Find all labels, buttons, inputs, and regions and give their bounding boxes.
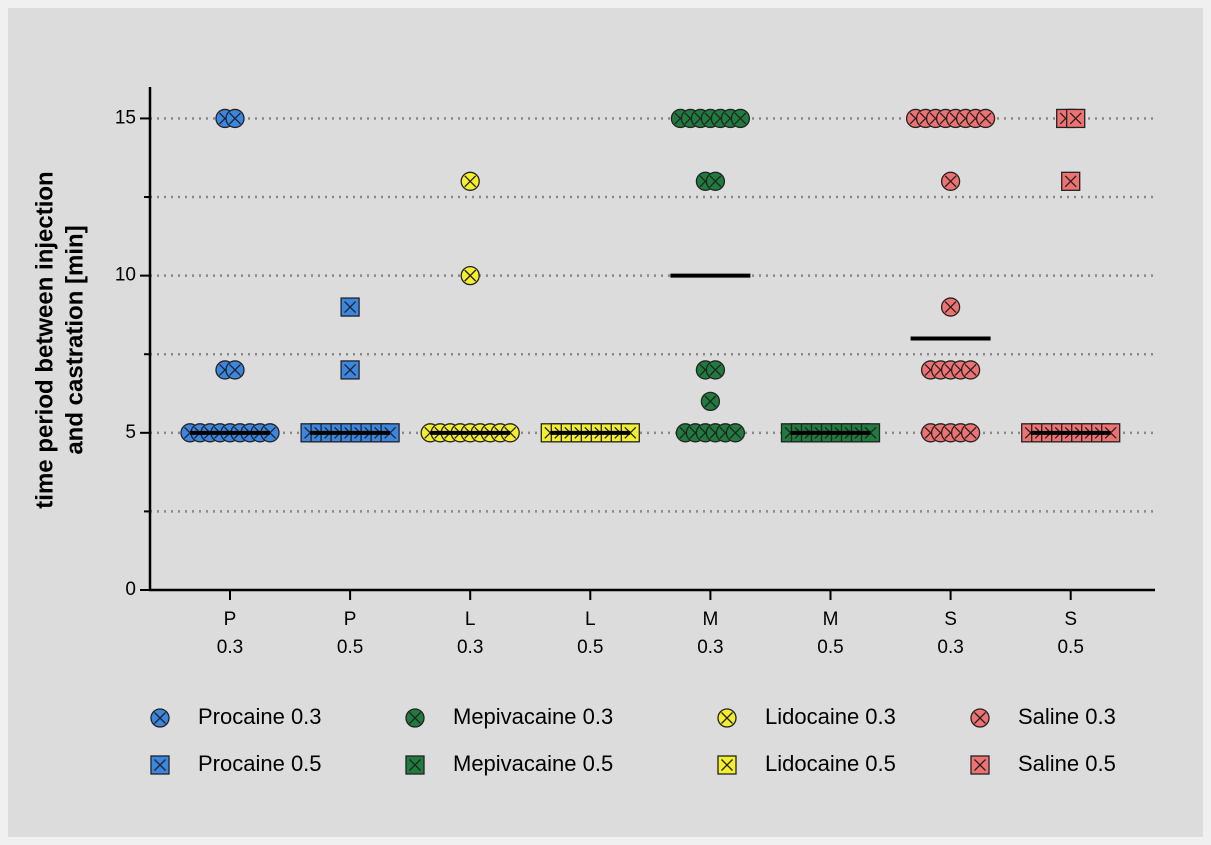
marker-cross	[729, 426, 742, 439]
x-tick-label: S	[944, 609, 957, 630]
point	[340, 297, 360, 317]
marker-cross	[704, 395, 717, 408]
point	[1066, 108, 1086, 129]
point	[705, 360, 726, 380]
marker-cross	[229, 363, 241, 376]
y-axis-label: time period between injection	[31, 171, 58, 508]
x-tick-label: 0.3	[697, 637, 723, 658]
x-tick-label: 0.5	[1057, 637, 1083, 658]
x-tick-label: 0.3	[217, 637, 243, 658]
x-tick-label: L	[465, 609, 476, 630]
marker-cross	[709, 175, 722, 188]
legend-label: Procaine 0.5	[198, 751, 322, 776]
y-tick-label: 10	[115, 265, 136, 286]
legend-marker	[150, 708, 170, 728]
marker-cross	[974, 759, 986, 771]
legend-label: Saline 0.5	[1018, 751, 1116, 776]
legend-label: Lidocaine 0.3	[765, 704, 896, 729]
marker-cross	[154, 759, 166, 771]
marker-cross	[229, 112, 241, 125]
marker-cross	[464, 269, 477, 282]
y-tick-label: 15	[115, 107, 136, 128]
marker-cross	[409, 712, 421, 724]
x-tick-label: P	[344, 609, 357, 630]
marker-cross	[709, 363, 722, 376]
legend-label: Procaine 0.3	[198, 704, 322, 729]
x-tick-label: S	[1064, 609, 1077, 630]
y-tick-label: 5	[125, 422, 136, 443]
legend-label: Saline 0.3	[1018, 704, 1116, 729]
marker-cross	[944, 175, 957, 188]
legend-label: Mepivacaine 0.5	[453, 751, 613, 776]
marker-cross	[964, 363, 977, 376]
point	[725, 423, 746, 443]
x-tick-label: 0.3	[937, 637, 963, 658]
marker-cross	[964, 426, 977, 439]
point	[730, 108, 751, 129]
x-tick-label: 0.3	[457, 637, 483, 658]
x-tick-label: 0.5	[817, 637, 843, 658]
legend-marker	[970, 755, 990, 775]
x-tick-label: P	[224, 609, 237, 630]
x-tick-label: L	[585, 609, 596, 630]
point	[705, 171, 726, 191]
point	[460, 171, 480, 191]
legend-marker	[405, 708, 425, 728]
point	[960, 360, 981, 380]
point	[1061, 171, 1081, 191]
legend-marker	[717, 708, 737, 728]
point	[940, 297, 961, 317]
legend-label: Mepivacaine 0.3	[453, 704, 613, 729]
marker-cross	[721, 712, 733, 724]
marker-cross	[734, 112, 747, 125]
point	[940, 171, 961, 191]
legend-marker	[970, 708, 990, 728]
legend-marker	[405, 755, 425, 775]
background	[8, 8, 1203, 837]
point	[225, 360, 245, 380]
point	[700, 391, 721, 412]
legend-marker	[150, 755, 170, 775]
y-axis-label: and castration [min]	[61, 225, 88, 454]
marker-cross	[344, 301, 357, 314]
marker-cross	[464, 175, 477, 188]
marker-cross	[944, 301, 957, 314]
x-tick-label: M	[823, 609, 839, 630]
point	[225, 108, 245, 129]
marker-cross	[974, 712, 986, 724]
point	[960, 423, 981, 443]
marker-cross	[721, 759, 733, 771]
x-tick-label: 0.5	[577, 637, 603, 658]
legend-label: Lidocaine 0.5	[765, 751, 896, 776]
point	[975, 108, 996, 129]
marker-cross	[409, 759, 421, 771]
marker-cross	[344, 363, 357, 376]
x-tick-label: M	[702, 609, 718, 630]
marker-cross	[1069, 112, 1082, 125]
y-tick-label: 0	[125, 579, 136, 600]
marker-cross	[154, 712, 166, 724]
marker-cross	[979, 112, 992, 125]
point	[460, 265, 480, 286]
x-tick-label: 0.5	[337, 637, 363, 658]
marker-cross	[1064, 175, 1077, 188]
point	[340, 360, 360, 380]
legend-marker	[717, 755, 737, 775]
